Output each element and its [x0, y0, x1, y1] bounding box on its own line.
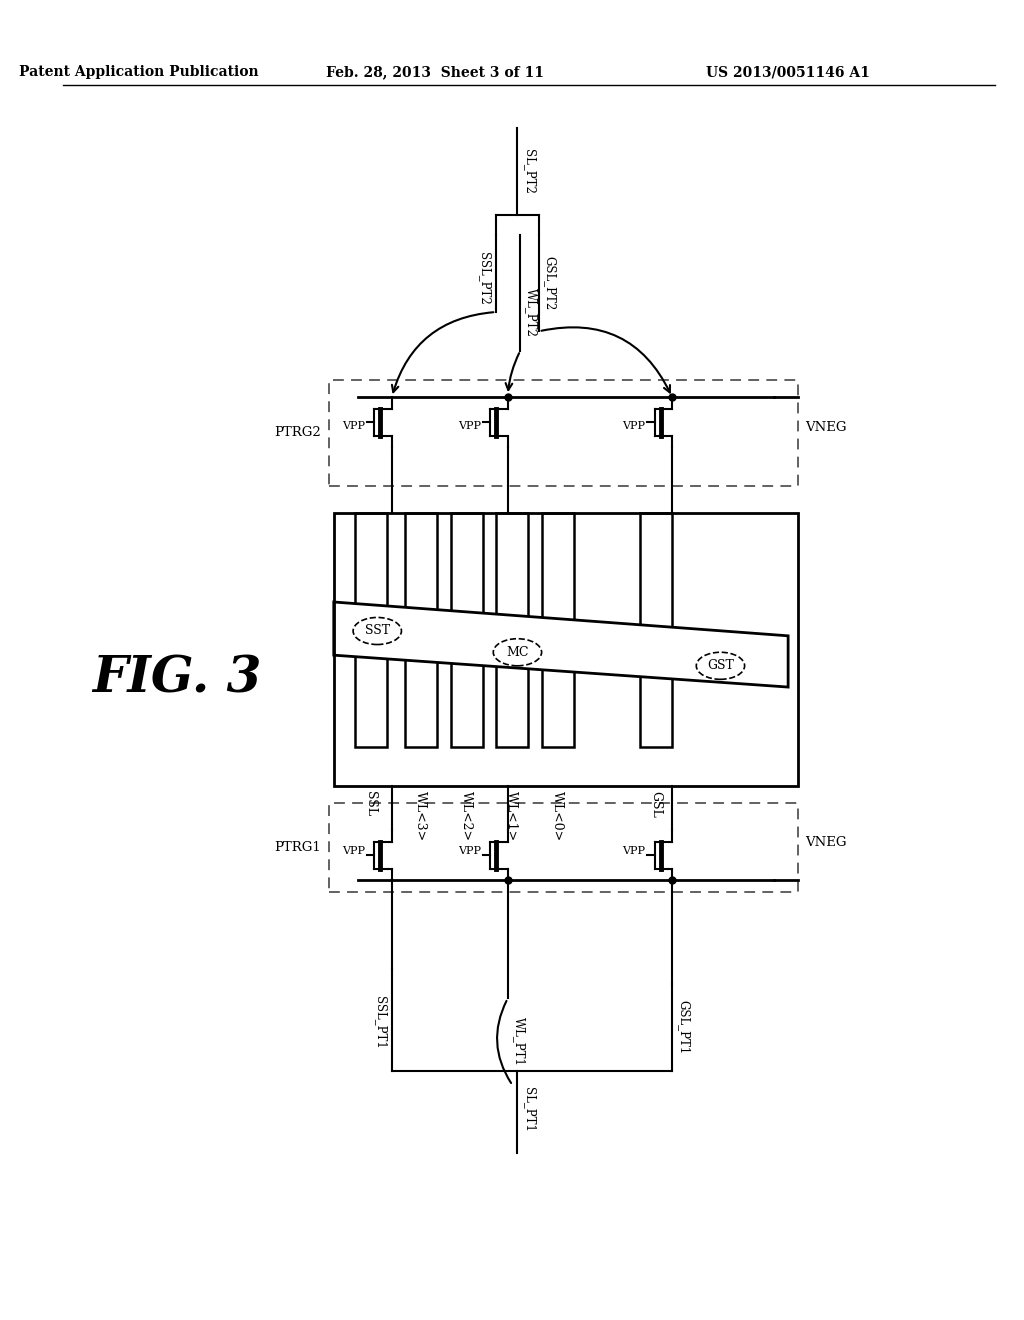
- Bar: [334, 513, 798, 785]
- Text: VPP: VPP: [342, 421, 365, 432]
- Text: WL_PT2: WL_PT2: [525, 288, 539, 337]
- Text: VPP: VPP: [342, 846, 365, 857]
- Text: VNEG: VNEG: [806, 836, 847, 849]
- Text: WL<3>: WL<3>: [415, 791, 427, 841]
- Text: SL_PT2: SL_PT2: [523, 149, 537, 194]
- Text: VPP: VPP: [458, 421, 480, 432]
- Text: MC: MC: [506, 645, 528, 659]
- Text: GST: GST: [707, 659, 734, 672]
- Text: WL<2>: WL<2>: [460, 791, 473, 841]
- Text: WL<1>: WL<1>: [505, 791, 518, 841]
- Ellipse shape: [494, 639, 542, 665]
- Bar: [355, 513, 387, 747]
- Text: VPP: VPP: [458, 846, 480, 857]
- Text: SL_PT1: SL_PT1: [523, 1088, 537, 1133]
- Text: VPP: VPP: [622, 846, 645, 857]
- Text: GSL_PT2: GSL_PT2: [544, 256, 557, 310]
- Bar: [542, 513, 573, 747]
- Text: WL<0>: WL<0>: [551, 791, 563, 841]
- Bar: [406, 513, 437, 747]
- Text: SSL_PT2: SSL_PT2: [478, 252, 492, 305]
- Text: WL_PT1: WL_PT1: [513, 1018, 525, 1067]
- Text: PTRG2: PTRG2: [274, 426, 322, 440]
- Text: VPP: VPP: [622, 421, 645, 432]
- Text: Patent Application Publication: Patent Application Publication: [18, 65, 258, 79]
- Text: US 2013/0051146 A1: US 2013/0051146 A1: [707, 65, 870, 79]
- Bar: [451, 513, 482, 747]
- Text: PTRG1: PTRG1: [274, 841, 322, 854]
- Text: SST: SST: [365, 624, 390, 638]
- Ellipse shape: [696, 652, 744, 680]
- Ellipse shape: [353, 618, 401, 644]
- Text: FIG. 3: FIG. 3: [92, 655, 262, 704]
- Text: GSL_PT1: GSL_PT1: [677, 1001, 690, 1055]
- Text: SSL: SSL: [364, 791, 377, 816]
- Bar: [640, 513, 672, 747]
- Bar: [497, 513, 528, 747]
- Text: SSL_PT1: SSL_PT1: [374, 997, 387, 1049]
- Text: GSL: GSL: [649, 791, 663, 817]
- Polygon shape: [334, 602, 788, 688]
- Text: VNEG: VNEG: [806, 421, 847, 434]
- Text: Feb. 28, 2013  Sheet 3 of 11: Feb. 28, 2013 Sheet 3 of 11: [327, 65, 545, 79]
